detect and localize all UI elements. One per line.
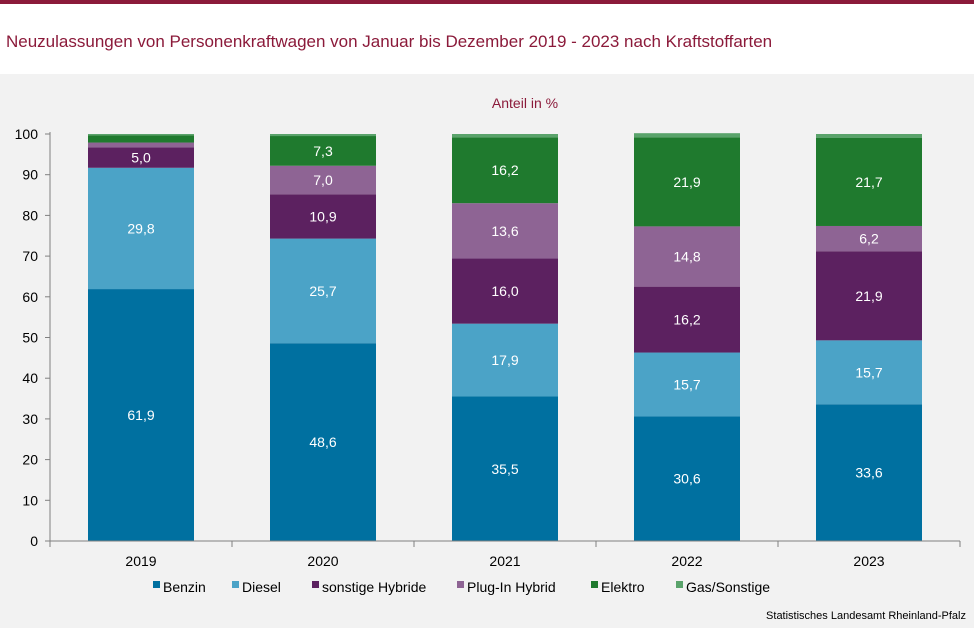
- legend-entry: sonstige Hybride: [322, 579, 426, 595]
- legend-entry: Benzin: [163, 579, 206, 595]
- bar-segment: [816, 225, 922, 252]
- data-label: 29,8: [127, 220, 154, 236]
- data-label: 30,6: [673, 471, 700, 487]
- data-label: 16,2: [673, 312, 700, 328]
- data-label: 61,9: [127, 407, 154, 423]
- bar-segment: [452, 203, 558, 259]
- bar-segment: [634, 137, 740, 227]
- bar-segment: [452, 258, 558, 324]
- header: Neuzulassungen von Personenkraftwagen vo…: [0, 4, 974, 74]
- bar-segment: [88, 167, 194, 290]
- data-label: 16,2: [491, 162, 518, 178]
- data-label: 25,7: [309, 283, 336, 299]
- bar-segment: [270, 238, 376, 344]
- data-label: 6,2: [859, 231, 879, 247]
- data-label: 10,9: [309, 208, 336, 224]
- bar-segment: [634, 416, 740, 541]
- y-tick-label: 20: [22, 452, 38, 468]
- bar-segment: [452, 134, 558, 138]
- bar-segment: [270, 136, 376, 166]
- y-tick-label: 90: [22, 167, 38, 183]
- bar-segment: [816, 137, 922, 226]
- legend-swatch: [312, 581, 319, 588]
- top-accent-bar: [0, 0, 974, 4]
- bar-segment: [634, 286, 740, 353]
- legend-swatch: [591, 581, 598, 588]
- data-label: 33,6: [855, 465, 882, 481]
- data-label: 7,0: [313, 172, 333, 188]
- bar-segment: [88, 147, 194, 168]
- y-tick-label: 80: [22, 207, 38, 223]
- legend-swatch: [676, 581, 683, 588]
- y-tick-label: 30: [22, 411, 38, 427]
- bar-segment: [452, 396, 558, 541]
- x-tick-label: 2022: [671, 553, 702, 569]
- y-tick-label: 40: [22, 370, 38, 386]
- data-label: 7,3: [313, 143, 333, 159]
- y-tick-label: 0: [30, 533, 38, 549]
- x-tick-label: 2023: [853, 553, 884, 569]
- bar-segment: [270, 343, 376, 541]
- legend-swatch: [153, 581, 160, 588]
- data-label: 5,0: [131, 150, 151, 166]
- bar-segment: [88, 135, 194, 143]
- legend-entry: Plug-In Hybrid: [467, 579, 556, 595]
- bar-segment: [270, 165, 376, 195]
- chart-title: Neuzulassungen von Personenkraftwagen vo…: [6, 32, 773, 51]
- data-label: 17,9: [491, 352, 518, 368]
- bar-segment: [634, 133, 740, 138]
- y-tick-label: 70: [22, 248, 38, 264]
- bar-segment: [452, 137, 558, 204]
- x-tick-label: 2021: [489, 553, 520, 569]
- legend-swatch: [457, 581, 464, 588]
- data-label: 14,8: [673, 249, 700, 265]
- data-label: 15,7: [673, 377, 700, 393]
- data-label: 35,5: [491, 461, 518, 477]
- data-label: 21,9: [673, 174, 700, 190]
- bar-segment: [634, 352, 740, 417]
- bar-segment: [88, 289, 194, 541]
- bar-segment: [270, 194, 376, 239]
- bar-segment: [88, 134, 194, 136]
- y-tick-label: 50: [22, 330, 38, 346]
- data-label: 48,6: [309, 434, 336, 450]
- y-tick-label: 60: [22, 289, 38, 305]
- x-tick-label: 2020: [307, 553, 338, 569]
- bar-segment: [452, 323, 558, 397]
- data-label: 21,7: [855, 174, 882, 190]
- legend-entry: Elektro: [601, 579, 645, 595]
- bar-segment: [634, 226, 740, 287]
- y-tick-label: 10: [22, 492, 38, 508]
- source-note: Statistisches Landesamt Rheinland-Pfalz: [766, 610, 966, 622]
- data-label: 21,9: [855, 288, 882, 304]
- legend-swatch: [232, 581, 239, 588]
- bar-segment: [270, 134, 376, 137]
- bar-segment: [816, 251, 922, 341]
- unit-label: Anteil in %: [492, 95, 558, 111]
- data-label: 13,6: [491, 223, 518, 239]
- legend-entry: Gas/Sonstige: [686, 579, 770, 595]
- bar-segment: [816, 340, 922, 405]
- data-label: 15,7: [855, 364, 882, 380]
- bar-segment: [88, 142, 194, 148]
- y-tick-label: 100: [15, 126, 39, 142]
- x-tick-label: 2019: [125, 553, 156, 569]
- bar-segment: [816, 134, 922, 138]
- legend-entry: Diesel: [242, 579, 281, 595]
- data-label: 16,0: [491, 283, 518, 299]
- bar-segment: [816, 404, 922, 541]
